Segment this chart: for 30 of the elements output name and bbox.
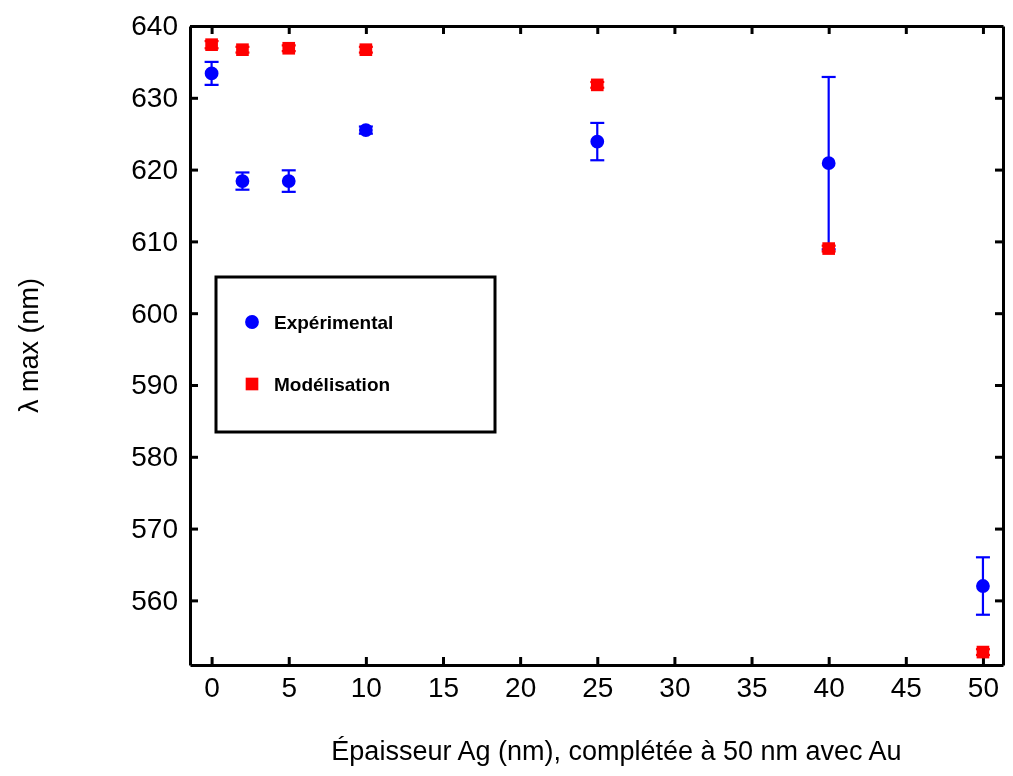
- y-tick-label: 610: [131, 225, 178, 257]
- x-tick-label: 25: [582, 671, 614, 703]
- point: [821, 156, 836, 171]
- legend-label: Modélisation: [274, 374, 391, 395]
- point: [204, 66, 219, 81]
- y-tick-label: 620: [131, 154, 178, 186]
- y-tick-label: 600: [131, 297, 178, 329]
- point: [590, 134, 605, 149]
- x-tick-label: 45: [890, 671, 922, 703]
- y-tick-label: 590: [131, 369, 178, 401]
- y-tick-label: 570: [131, 513, 178, 545]
- point: [976, 645, 990, 659]
- point: [281, 174, 296, 188]
- x-tick-label: 20: [505, 671, 537, 703]
- y-axis-title: λ max (nm): [14, 278, 44, 413]
- legend-label: Expérimental: [274, 312, 394, 333]
- y-tick-label: 630: [131, 82, 178, 114]
- x-tick-label: 5: [281, 671, 298, 703]
- x-tick-label: 35: [736, 671, 768, 703]
- x-tick-label: 15: [427, 671, 460, 703]
- point: [976, 579, 990, 593]
- x-tick-label: 40: [813, 671, 845, 703]
- x-tick-label: 0: [204, 671, 220, 703]
- x-tick-label: 50: [967, 671, 1000, 703]
- y-tick-label: 560: [131, 584, 178, 616]
- x-tick-label: 10: [350, 671, 382, 703]
- x-tick-label: 30: [659, 671, 691, 703]
- x-axis-title: Épaisseur Ag (nm), complétée à 50 nm avec Au: [331, 736, 902, 766]
- y-tick-label: 640: [131, 10, 178, 42]
- y-tick-label: 580: [131, 441, 178, 473]
